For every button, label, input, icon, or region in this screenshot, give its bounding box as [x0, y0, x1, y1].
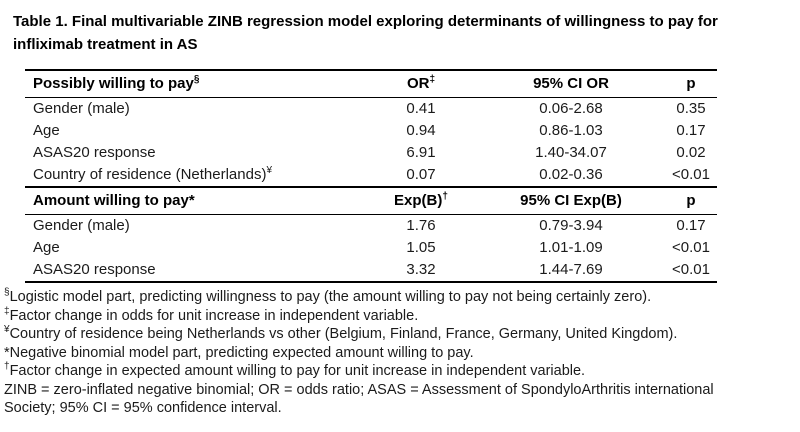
table-row: ASAS20 response 6.91 1.40-34.07 0.02 — [25, 142, 717, 164]
variable-label: Gender (male) — [25, 215, 365, 238]
estimate-cell: 1.05 — [406, 239, 436, 256]
footnote-line: Society; 95% CI = 95% confidence interva… — [4, 399, 787, 418]
footnote-marker: † — [4, 361, 10, 373]
footnote-marker: § — [4, 287, 10, 299]
section2-ci-header: 95% CI Exp(B) — [477, 186, 665, 215]
footnote-line: †Factor change in expected amount willin… — [4, 362, 787, 381]
ci-cell: 1.40-34.07 — [535, 144, 607, 161]
table-row: Gender (male) 0.41 0.06-2.68 0.35 — [25, 98, 717, 121]
footnote-line: ¥Country of residence being Netherlands … — [4, 325, 787, 344]
footnote-text: Factor change in expected amount willing… — [9, 363, 586, 379]
estimate-cell: 1.76 — [406, 217, 436, 234]
footnote-line: *Negative binomial model part, predictin… — [4, 344, 787, 363]
footnote-line: ‡Factor change in odds for unit increase… — [4, 305, 787, 326]
variable-label-text: ASAS20 response — [33, 261, 156, 278]
table-row: ASAS20 response 3.32 1.44-7.69 <0.01 — [25, 259, 717, 282]
footnote-text: Logistic model part, predicting willingn… — [9, 289, 652, 305]
variable-label-text: Country of residence (Netherlands) — [33, 166, 267, 183]
variable-label-text: ASAS20 response — [33, 144, 156, 161]
p-cell: <0.01 — [672, 261, 710, 278]
footnote-text: *Negative binomial model part, predictin… — [4, 344, 474, 361]
expb-header-marker: † — [442, 191, 448, 202]
variable-label: Age — [25, 120, 365, 142]
section1-ci-header: 95% CI OR — [477, 70, 665, 98]
variable-label: ASAS20 response — [25, 142, 365, 164]
p-cell: 0.02 — [676, 144, 706, 161]
or-header-text: OR — [406, 75, 430, 92]
table-caption-line1: Table 1. Final multivariable ZINB regres… — [13, 13, 718, 30]
section1-title: Possibly willing to pay§ — [25, 70, 365, 98]
section2-title-text: Amount willing to pay* — [33, 192, 195, 209]
footnote-line: §Logistic model part, predicting willing… — [4, 288, 787, 307]
ci-cell: 0.06-2.68 — [539, 100, 603, 117]
table-row: Country of residence (Netherlands)¥ 0.07… — [25, 164, 717, 187]
variable-label-text: Gender (male) — [33, 100, 130, 117]
section2-title: Amount willing to pay* — [25, 186, 365, 215]
table-caption-line2: infliximab treatment in AS — [13, 36, 198, 53]
expb-header-text: Exp(B) — [394, 192, 443, 209]
footnote-text: Factor change in odds for unit increase … — [9, 307, 419, 324]
estimate-cell: 0.07 — [406, 166, 436, 183]
p-cell: 0.17 — [676, 122, 706, 139]
footnote-text: Society; 95% CI = 95% confidence interva… — [4, 400, 282, 416]
section1-title-text: Possibly willing to pay — [33, 75, 194, 92]
p-cell: 0.17 — [676, 217, 706, 234]
section2-p-header: p — [665, 186, 717, 215]
variable-label-text: Age — [33, 239, 60, 256]
p-cell: <0.01 — [672, 239, 710, 256]
table-caption: Table 1. Final multivariable ZINB regres… — [13, 10, 787, 56]
variable-label-text: Age — [33, 122, 60, 139]
p-cell: 0.35 — [676, 100, 706, 117]
variable-label-text: Gender (male) — [33, 217, 130, 234]
variable-label: Age — [25, 237, 365, 259]
section1-p-header: p — [665, 70, 717, 98]
table-row: Age 1.05 1.01-1.09 <0.01 — [25, 237, 717, 259]
footnotes-block: §Logistic model part, predicting willing… — [4, 288, 787, 418]
estimate-cell: 0.94 — [406, 122, 436, 139]
section1-header-row: Possibly willing to pay§ OR‡ 95% CI OR p — [25, 70, 717, 98]
variable-label: Gender (male) — [25, 98, 365, 121]
p-cell: <0.01 — [672, 166, 710, 183]
section2-header-row: Amount willing to pay* Exp(B)† 95% CI Ex… — [25, 186, 717, 215]
section2-estimate-header: Exp(B)† — [365, 186, 477, 215]
footnote-line: ZINB = zero-inflated negative binomial; … — [4, 381, 787, 400]
variable-label: ASAS20 response — [25, 259, 365, 282]
ci-cell: 1.01-1.09 — [539, 239, 603, 256]
section1-estimate-header: OR‡ — [365, 70, 477, 98]
section1-title-marker: § — [193, 74, 200, 85]
ci-cell: 0.79-3.94 — [539, 217, 603, 234]
variable-label-marker: ¥ — [266, 165, 273, 176]
footnote-marker: ‡ — [4, 305, 10, 317]
ci-cell: 0.02-0.36 — [539, 166, 603, 183]
table-row: Age 0.94 0.86-1.03 0.17 — [25, 120, 717, 142]
estimate-cell: 6.91 — [406, 144, 436, 161]
estimate-cell: 3.32 — [406, 261, 436, 278]
footnote-text: ZINB = zero-inflated negative binomial; … — [4, 381, 714, 398]
or-header-marker: ‡ — [429, 74, 436, 85]
estimate-cell: 0.41 — [406, 100, 436, 117]
regression-table: Possibly willing to pay§ OR‡ 95% CI OR p… — [25, 69, 717, 283]
table-row: Gender (male) 1.76 0.79-3.94 0.17 — [25, 215, 717, 238]
ci-cell: 1.44-7.69 — [539, 261, 603, 278]
footnote-marker: ¥ — [4, 324, 10, 336]
variable-label: Country of residence (Netherlands)¥ — [25, 164, 365, 187]
ci-cell: 0.86-1.03 — [539, 122, 603, 139]
footnote-text: Country of residence being Netherlands v… — [9, 326, 678, 342]
